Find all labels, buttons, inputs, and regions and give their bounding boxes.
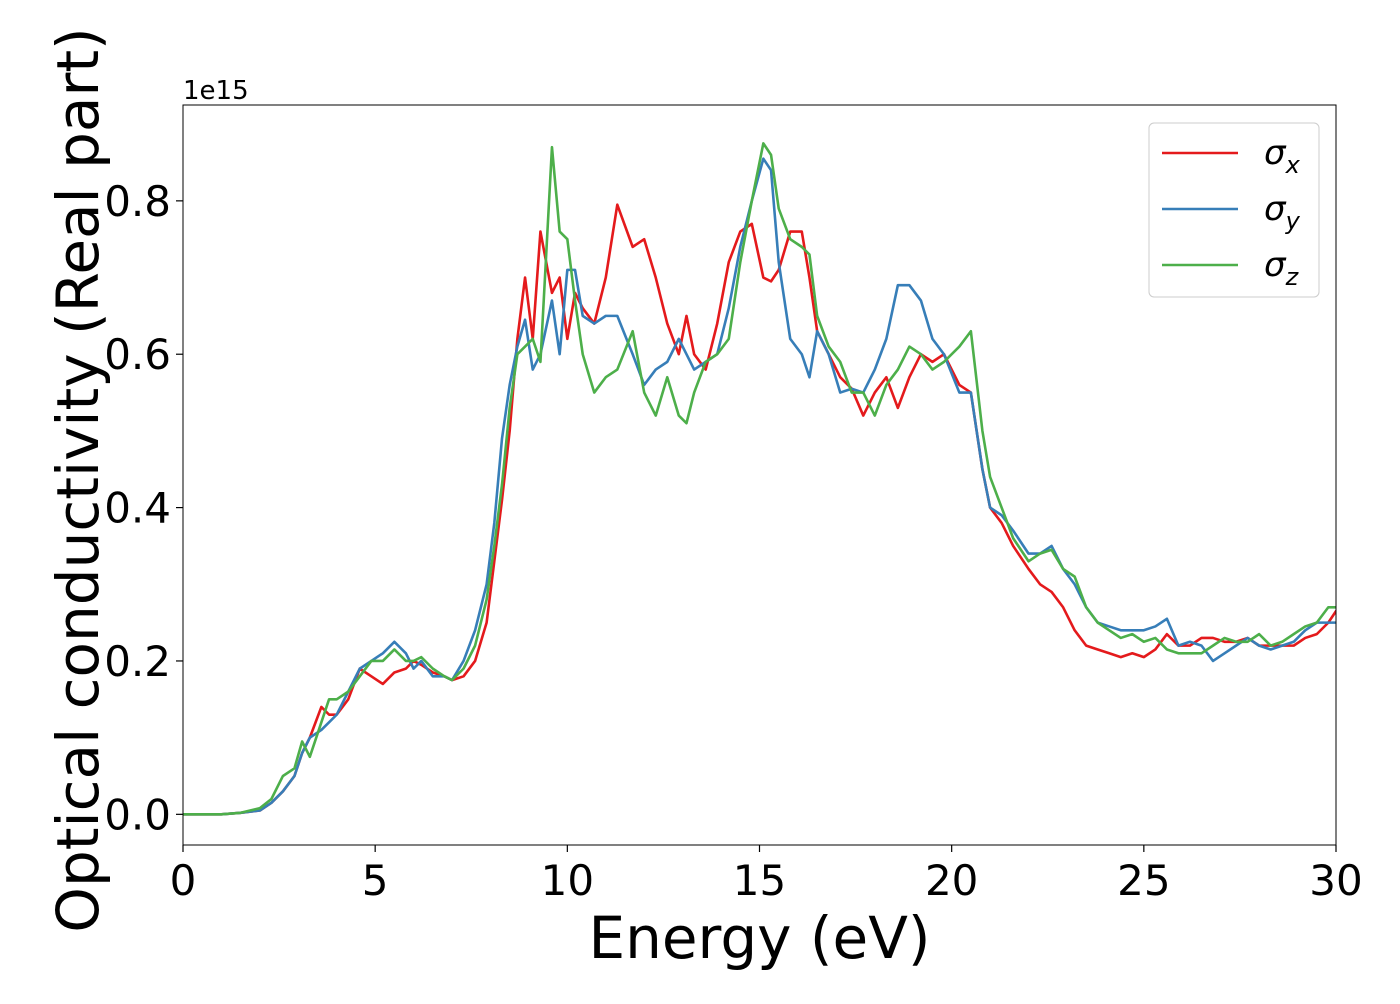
y-axis-label: Optical conductivity (Real part) [44,27,112,932]
x-axis-label: Energy (eV) [588,904,930,972]
x-tick-label: 30 [1309,856,1362,905]
legend-label: σz [1264,245,1300,291]
axes: 0 5 10 15 20 25 30 0.0 0.2 0.4 0.6 0.8 [104,177,1363,905]
y-offset-text: 1e15 [183,76,249,106]
y-tick-label: 0.0 [104,790,171,839]
x-tick-label: 5 [362,856,389,905]
y-tick-label: 0.2 [104,637,171,686]
x-tick-label: 25 [1117,856,1170,905]
axes-frame [182,104,1337,846]
y-tick-label: 0.8 [104,177,171,226]
plot-area [183,142,1336,816]
legend-label: σx [1264,133,1301,179]
y-tick-label: 0.4 [104,484,171,533]
legend: σx σy σz [1148,122,1320,298]
x-tick-label: 20 [925,856,978,905]
y-tick-label: 0.6 [104,330,171,379]
series-line-z [183,142,1336,816]
x-tick-label: 15 [733,856,786,905]
legend-label: σy [1264,189,1301,235]
series-line-x [183,203,1336,816]
x-tick-label: 0 [170,856,197,905]
x-tick-label: 10 [541,856,594,905]
